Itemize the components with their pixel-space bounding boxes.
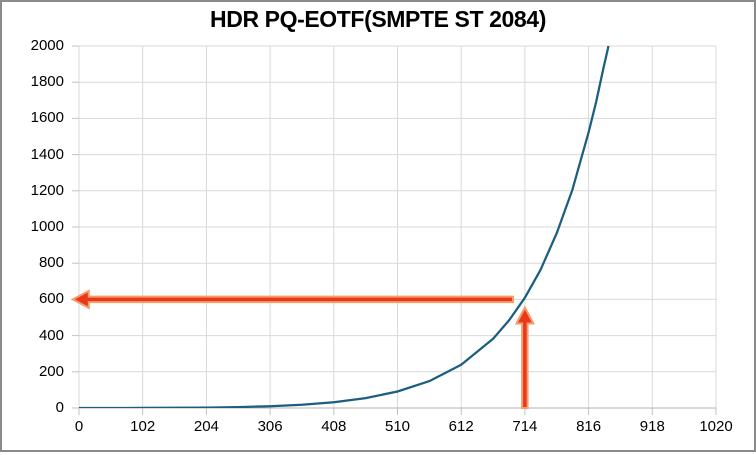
x-axis-label-204: 204: [193, 418, 219, 435]
x-axis-label-1020: 1020: [699, 418, 733, 435]
chart-title: HDR PQ-EOTF(SMPTE ST 2084): [210, 6, 546, 32]
y-axis-label-800: 800: [38, 254, 64, 272]
y-axis-label-1200: 1200: [30, 181, 64, 199]
x-axis-label-510: 510: [384, 418, 411, 435]
eotf-curve: [79, 46, 610, 408]
x-axis-label-408: 408: [321, 418, 347, 435]
y-axis-label-0: 0: [55, 399, 64, 416]
y-axis-label-400: 400: [38, 326, 64, 344]
x-axis-label-918: 918: [639, 418, 665, 435]
x-axis-label-0: 0: [74, 418, 84, 435]
x-axis-label-102: 102: [130, 418, 156, 435]
annotation-arrow-up-at-code-714: [514, 305, 536, 409]
y-axis-label-1400: 1400: [30, 145, 64, 163]
x-axis-label-816: 816: [576, 418, 602, 435]
y-axis-label-1800: 1800: [30, 73, 64, 91]
x-axis-label-612: 612: [448, 418, 474, 435]
y-axis-label-1000: 1000: [30, 218, 64, 235]
x-axis-label-714: 714: [512, 418, 538, 435]
y-axis-label-1600: 1600: [30, 109, 64, 127]
y-axis-label-200: 200: [38, 362, 64, 380]
y-axis-label-600: 600: [38, 290, 64, 308]
y-axis-label-2000: 2000: [30, 37, 64, 54]
x-axis-label-306: 306: [257, 418, 283, 435]
annotation-arrow-left-to-600-nits: [70, 289, 514, 310]
